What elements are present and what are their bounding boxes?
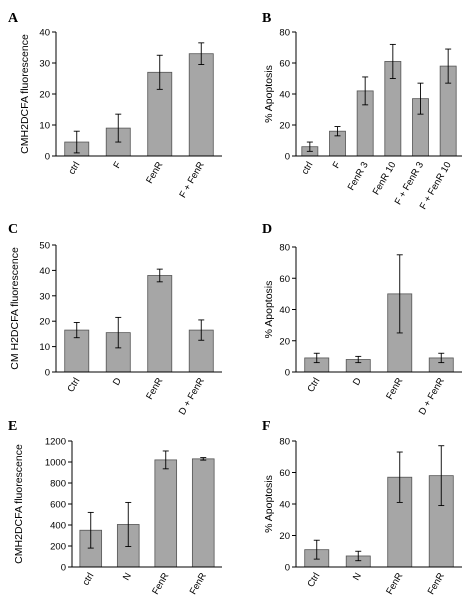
panel-c: C 0 10 20 30 40 50 Ctrl D FenR D + FenR CM H2DCFA f… <box>8 222 222 417</box>
axes <box>295 32 462 157</box>
axes <box>55 245 222 373</box>
y-tick-label: 400 <box>50 521 66 532</box>
y-tick-label: 10 <box>39 342 50 353</box>
category-label: D <box>351 376 364 388</box>
y-tick-label: 0 <box>285 152 290 163</box>
y-tick-label: 60 <box>279 59 290 70</box>
category-label: D <box>111 376 124 388</box>
panel-letter: B <box>262 11 271 26</box>
panel-f: F 0 20 40 60 80 Ctrl N FenR N + FenR % Apoptosis <box>262 419 462 596</box>
category-label: ctrl <box>80 571 96 587</box>
y-tick-label: 80 <box>279 243 290 254</box>
category-label: N <box>121 571 134 583</box>
panel-letter: C <box>8 222 18 237</box>
y-tick-label: 40 <box>279 500 290 511</box>
axes <box>295 247 462 373</box>
category-label: D + FenR <box>417 376 447 417</box>
axes <box>55 32 222 157</box>
category-label: Ctrl <box>305 376 322 394</box>
y-tick-label: 600 <box>50 500 66 511</box>
y-axis-title: % Apoptosis <box>263 475 275 533</box>
y-tick-label: 200 <box>50 542 66 553</box>
panel-a: A 0 10 20 30 40 ctrl F FenR F + FenR CMH2DCFA fluo… <box>8 11 222 200</box>
y-tick-label: 40 <box>39 266 50 277</box>
panel-letter: F <box>262 419 271 434</box>
y-axis-title: CMH2DCFA fluorescence <box>19 34 31 154</box>
y-tick-label: 20 <box>39 90 50 101</box>
category-label: F <box>331 160 344 171</box>
axes <box>71 441 222 568</box>
y-tick-label: 800 <box>50 479 66 490</box>
y-tick-label: 40 <box>279 90 290 101</box>
y-tick-label: 10 <box>39 121 50 132</box>
y-tick-label: 20 <box>279 531 290 542</box>
category-label: FenR <box>384 571 405 596</box>
panel-letter: E <box>8 419 17 434</box>
panel-letter: A <box>8 11 19 26</box>
y-axis-title: % Apoptosis <box>263 281 275 339</box>
y-axis-title: CM H2DCFA fluorescence <box>9 247 21 370</box>
y-axis-title: CMH2DCFA fluorescence <box>13 444 25 564</box>
category-label: F + FenR <box>177 160 207 200</box>
category-label: F <box>111 160 124 171</box>
y-tick-label: 60 <box>279 468 290 479</box>
y-tick-label: 20 <box>279 121 290 132</box>
category-label: FenR <box>384 376 405 402</box>
category-label: D + FenR <box>177 376 207 417</box>
category-label: FenR <box>144 160 165 186</box>
y-tick-label: 50 <box>39 241 50 252</box>
y-tick-label: 80 <box>279 437 290 448</box>
y-tick-label: 80 <box>279 28 290 39</box>
y-tick-label: 0 <box>285 563 290 574</box>
category-label: FenR <box>144 376 165 402</box>
category-label: FenR 3 <box>346 160 371 192</box>
category-label: FenR <box>150 571 171 596</box>
panel-d: D 0 20 40 60 80 Ctrl D FenR D + FenR % Apoptosis <box>262 222 462 417</box>
y-tick-label: 1200 <box>45 437 66 448</box>
category-label: ctrl <box>300 160 316 176</box>
bar <box>154 459 178 568</box>
y-tick-label: 20 <box>279 336 290 347</box>
bar <box>147 275 173 373</box>
y-tick-label: 20 <box>39 317 50 328</box>
panel-letter: D <box>262 222 272 237</box>
y-tick-label: 30 <box>39 291 50 302</box>
y-tick-label: 0 <box>285 368 290 379</box>
y-tick-label: 0 <box>45 368 50 379</box>
bar <box>191 458 215 568</box>
y-tick-label: 30 <box>39 59 50 70</box>
bar <box>188 53 214 157</box>
category-label: Ctrl <box>305 571 322 589</box>
y-tick-label: 1000 <box>45 458 66 469</box>
category-label: FenR 10 <box>371 160 399 197</box>
panel-e: E 0 200 400 600 800 1000 1200 ctrl N FenR N + FenR C… <box>8 419 222 596</box>
category-label: N <box>351 571 364 583</box>
category-label: N + FenR <box>417 571 447 596</box>
y-tick-label: 40 <box>279 305 290 316</box>
y-tick-label: 0 <box>61 563 66 574</box>
y-tick-label: 40 <box>39 28 50 39</box>
y-tick-label: 60 <box>279 274 290 285</box>
axes <box>295 441 462 568</box>
category-label: Ctrl <box>65 376 82 394</box>
y-tick-label: 0 <box>45 152 50 163</box>
category-label: N + FenR <box>179 571 209 596</box>
y-axis-title: % Apoptosis <box>263 65 275 123</box>
category-label: ctrl <box>66 160 82 176</box>
